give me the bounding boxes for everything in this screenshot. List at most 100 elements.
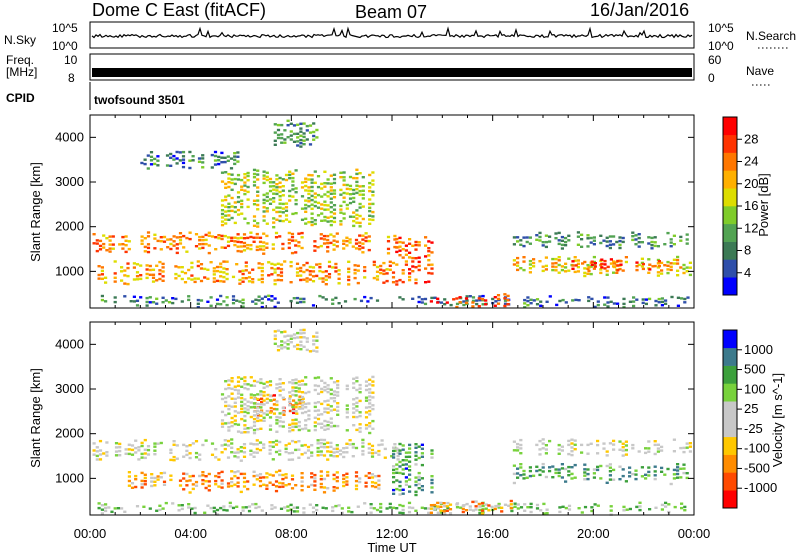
echo-cell-2 [331, 298, 335, 301]
echo-cell-1 [139, 274, 143, 277]
echo-cell-6 [576, 262, 580, 265]
echo-cell-6 [596, 465, 600, 469]
echo-cell-0 [367, 235, 371, 238]
echo-cell-1 [374, 485, 378, 489]
echo-cell-0 [310, 451, 314, 454]
echo-cell-0 [271, 445, 275, 448]
echo-cell-4 [496, 504, 501, 508]
echo-cell-8 [220, 410, 225, 414]
echo-cell-1 [265, 487, 269, 490]
echo-cell-5 [653, 244, 657, 248]
echo-cell-3 [430, 486, 434, 489]
echo-cell-8 [320, 195, 324, 198]
echo-cell-3 [398, 245, 402, 248]
echo-cell-0 [185, 236, 189, 240]
echo-cell-1 [322, 491, 327, 494]
echo-cell-8 [323, 215, 327, 219]
echo-cell-6 [544, 268, 548, 271]
echo-cell-8 [240, 188, 244, 191]
echo-cell-1 [140, 486, 144, 489]
echo-cell-1 [174, 277, 178, 280]
echo-cell-4 [471, 301, 475, 304]
echo-cell-2 [375, 508, 380, 512]
echo-cell-5 [535, 234, 539, 237]
echo-cell-6 [570, 472, 574, 476]
echo-cell-2 [446, 506, 450, 510]
echo-cell-6 [682, 463, 686, 466]
echo-cell-0 [383, 447, 387, 451]
echo-cell-6 [541, 265, 545, 268]
echo-cell-8 [256, 402, 260, 406]
echo-cell-4 [493, 304, 497, 307]
echo-cell-2 [366, 300, 370, 303]
echo-cell-0 [143, 237, 147, 240]
echo-cell-7 [590, 263, 594, 266]
echo-cell-8 [342, 191, 346, 195]
echo-cell-4 [429, 300, 433, 303]
echo-cell-8 [368, 206, 372, 209]
echo-cell-8 [272, 197, 276, 200]
echo-cell-1 [260, 274, 264, 277]
echo-cell-0 [364, 236, 368, 239]
echo-cell-1 [260, 266, 264, 270]
echo-cell-10 [181, 165, 186, 169]
echo-cell-8 [281, 207, 285, 210]
echo-cell-8 [355, 409, 359, 412]
echo-cell-8 [329, 421, 333, 424]
echo-cell-8 [236, 208, 241, 212]
echo-cell-1 [354, 475, 359, 478]
echo-cell-0 [214, 456, 218, 459]
echo-cell-0 [204, 233, 208, 237]
echo-cell-8 [300, 383, 305, 386]
echo-cell-5 [669, 241, 673, 244]
echo-cell-8 [323, 182, 327, 185]
echo-cell-2 [622, 505, 626, 509]
echo-cell-1 [260, 277, 264, 281]
echo-cell-8 [240, 404, 244, 407]
echo-cell-4 [429, 511, 433, 514]
echo-cell-0 [153, 237, 157, 240]
echo-cell-8 [278, 378, 282, 381]
echo-cell-8 [252, 410, 257, 413]
echo-cell-8 [329, 397, 333, 400]
echo-cell-2 [459, 506, 463, 509]
echo-cell-2 [302, 300, 306, 304]
echo-cell-2 [331, 509, 335, 513]
echo-cell-3 [414, 446, 418, 449]
echo-cell-6 [672, 262, 676, 265]
echo-cell-10 [201, 166, 205, 169]
echo-cell-1 [274, 470, 279, 474]
echo-cell-1 [188, 479, 192, 482]
echo-cell-3 [392, 449, 396, 453]
echo-cell-0 [169, 448, 173, 451]
echo-cell-8 [252, 414, 257, 417]
echo-cell-0 [246, 236, 250, 240]
echo-cell-1 [276, 278, 280, 282]
echo-cell-0 [233, 236, 237, 239]
echo-cell-2 [116, 507, 120, 510]
echo-cell-8 [262, 419, 266, 422]
echo-cell-1 [183, 271, 188, 275]
echo-cell-1 [279, 279, 284, 282]
echo-cell-5 [586, 245, 590, 248]
echo-cell-9 [273, 131, 277, 134]
echo-cell-8 [368, 388, 372, 391]
echo-cell-1 [140, 483, 144, 486]
echo-cell-7 [593, 265, 597, 268]
echo-cell-5 [586, 237, 590, 240]
echo-cell-1 [391, 271, 396, 274]
echo-cell-3 [417, 241, 421, 244]
echo-cell-0 [185, 445, 189, 448]
echo-cell-5 [541, 241, 545, 244]
echo-cell-8 [297, 383, 301, 387]
echo-cell-6 [676, 466, 680, 469]
echo-cell-5 [596, 452, 600, 455]
echo-cell-0 [316, 439, 320, 442]
echo-cell-1 [353, 264, 357, 267]
echo-cell-8 [230, 181, 234, 185]
echo-cell-2 [196, 302, 200, 305]
echo-cell-9 [280, 133, 284, 136]
echo-cell-3 [414, 463, 418, 466]
echo-cell-8 [300, 411, 305, 415]
echo-cell-1 [188, 491, 192, 494]
